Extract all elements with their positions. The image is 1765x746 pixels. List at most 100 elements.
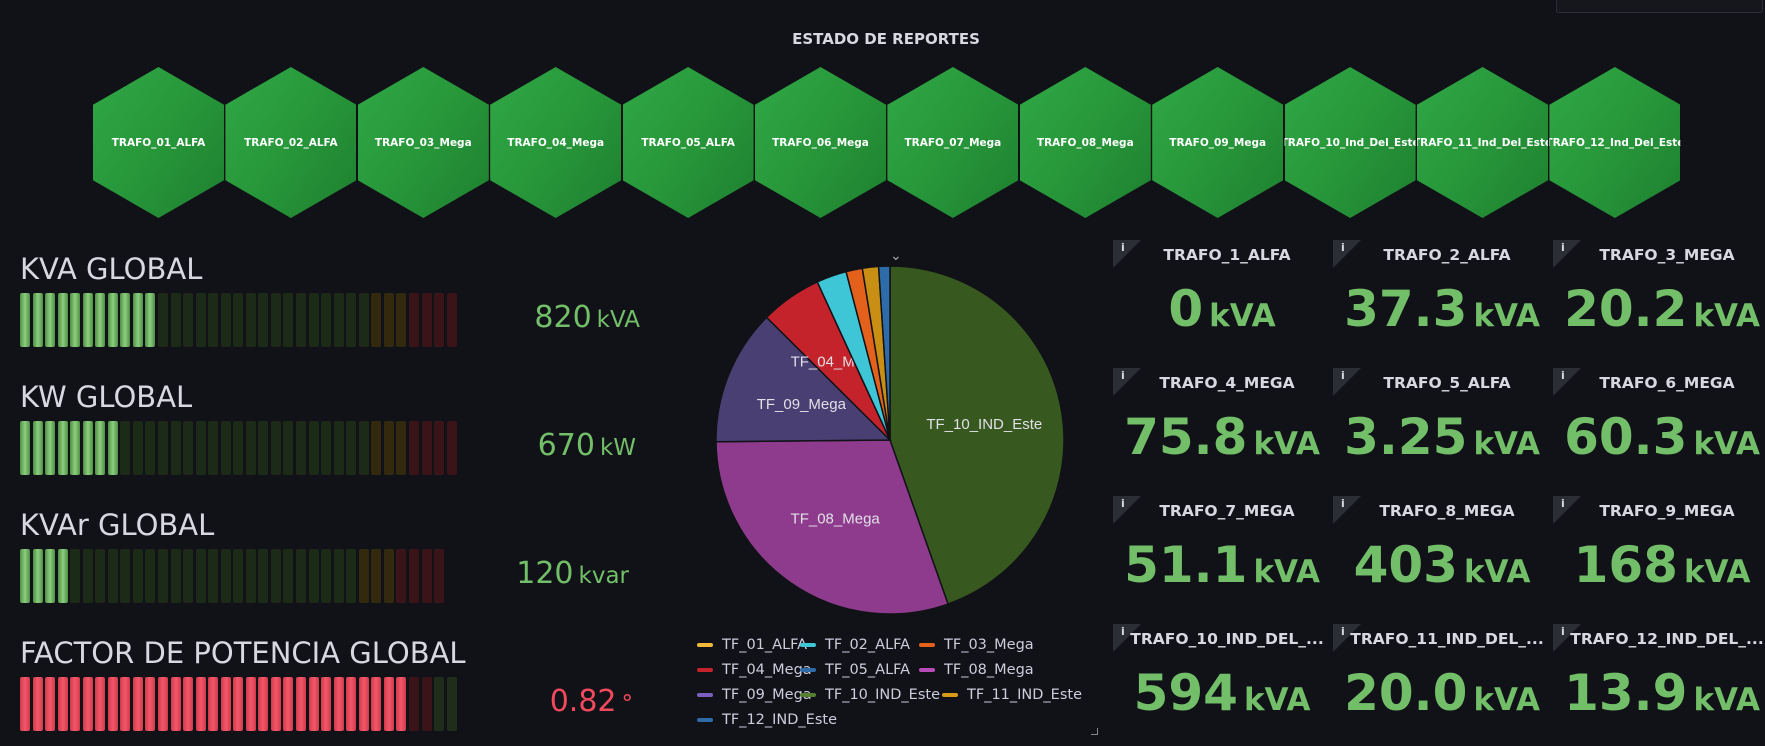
top-right-control[interactable]: [1556, 0, 1763, 13]
info-corner[interactable]: [1113, 624, 1141, 652]
stat-tile[interactable]: i TRAFO_6_MEGA 60.3 kVA: [1553, 368, 1765, 490]
hexagon-status[interactable]: TRAFO_03_Mega: [357, 67, 489, 218]
info-corner[interactable]: [1333, 624, 1361, 652]
stat-title: TRAFO_11_IND_DEL_...: [1350, 630, 1544, 648]
gauge-segment: [396, 549, 407, 603]
hexagon-status[interactable]: TRAFO_07_Mega: [887, 67, 1019, 218]
gauge-segment: [233, 421, 244, 475]
hexagon-status[interactable]: TRAFO_08_Mega: [1019, 67, 1151, 218]
info-icon[interactable]: i: [1121, 625, 1125, 638]
stat-tile[interactable]: i TRAFO_8_MEGA 403 kVA: [1333, 496, 1551, 618]
gauge-segment: [346, 421, 357, 475]
gauge-segment: [383, 421, 394, 475]
gauge-segment: [120, 421, 131, 475]
legend-item[interactable]: TF_12_IND_Este: [697, 712, 837, 728]
hexagon-label: TRAFO_07_Mega: [904, 136, 1002, 149]
info-corner[interactable]: [1333, 368, 1361, 396]
legend-item[interactable]: TF_11_IND_Este: [942, 687, 1082, 703]
pie-slice[interactable]: [715, 439, 949, 615]
gauge-segment: [421, 677, 432, 731]
gauge-value-unit: °: [621, 691, 634, 717]
hexagon-status[interactable]: TRAFO_06_Mega: [755, 67, 886, 218]
info-corner[interactable]: [1333, 496, 1361, 524]
info-icon[interactable]: i: [1121, 369, 1125, 382]
legend-item[interactable]: TF_03_Mega: [919, 637, 1034, 653]
hexagon-status[interactable]: TRAFO_09_Mega: [1152, 67, 1284, 218]
legend-item[interactable]: TF_08_Mega: [919, 662, 1034, 678]
gauge-segment: [434, 293, 445, 347]
info-corner[interactable]: [1333, 240, 1361, 268]
hexagon-status[interactable]: TRAFO_12_Ind_Del_Este: [1549, 67, 1681, 218]
hexagon-status[interactable]: TRAFO_11_Ind_Del_Este: [1417, 67, 1548, 218]
info-corner[interactable]: [1553, 368, 1581, 396]
hexagon-status[interactable]: TRAFO_05_ALFA: [622, 67, 754, 218]
stat-tile[interactable]: i TRAFO_3_MEGA 20.2 kVA: [1553, 240, 1765, 362]
legend-item[interactable]: TF_09_Mega: [697, 687, 812, 703]
stat-value-unit: kVA: [1693, 682, 1760, 718]
info-icon[interactable]: i: [1341, 497, 1345, 510]
info-icon[interactable]: i: [1121, 497, 1125, 510]
gauge-segment: [358, 677, 369, 731]
stat-tile[interactable]: i TRAFO_11_IND_DEL_... 20.0 kVA: [1333, 624, 1551, 746]
gauge-segment: [195, 293, 206, 347]
info-corner[interactable]: [1113, 240, 1141, 268]
gauge-segment: [308, 677, 319, 731]
gauge-segment: [183, 293, 194, 347]
chevron-down-icon[interactable]: ⌄: [890, 248, 902, 264]
info-icon[interactable]: i: [1561, 369, 1565, 382]
stat-tile[interactable]: i TRAFO_5_ALFA 3.25 kVA: [1333, 368, 1551, 490]
stat-value-unit: kVA: [1253, 554, 1320, 590]
gauge-segment: [20, 549, 30, 603]
info-icon[interactable]: i: [1341, 625, 1345, 638]
info-corner[interactable]: [1113, 496, 1141, 524]
legend-item[interactable]: TF_10_IND_Este: [800, 687, 940, 703]
info-corner[interactable]: [1113, 368, 1141, 396]
hexagon-status[interactable]: TRAFO_01_ALFA: [93, 67, 224, 218]
stat-tile[interactable]: i TRAFO_10_IND_DEL_... 594 kVA: [1113, 624, 1331, 746]
gauge-segment: [170, 293, 181, 347]
hexagon-label: TRAFO_03_Mega: [374, 136, 472, 149]
info-icon[interactable]: i: [1121, 241, 1125, 254]
info-icon[interactable]: i: [1341, 241, 1345, 254]
stat-title: TRAFO_5_ALFA: [1383, 374, 1511, 392]
info-icon[interactable]: i: [1561, 241, 1565, 254]
gauge-segment: [346, 549, 357, 603]
stat-tile[interactable]: i TRAFO_9_MEGA 168 kVA: [1553, 496, 1765, 618]
gauge-segment: [358, 421, 369, 475]
hexagon-status[interactable]: TRAFO_02_ALFA: [225, 67, 357, 218]
gauge-segment: [270, 421, 281, 475]
info-corner[interactable]: [1553, 496, 1581, 524]
info-icon[interactable]: i: [1341, 369, 1345, 382]
hexagon-label: TRAFO_12_Ind_Del_Este: [1545, 136, 1685, 149]
legend-item[interactable]: TF_01_ALFA: [697, 637, 807, 653]
stat-tile[interactable]: i TRAFO_7_MEGA 51.1 kVA: [1113, 496, 1331, 618]
info-icon[interactable]: i: [1561, 625, 1565, 638]
stat-tile[interactable]: i TRAFO_12_IND_DEL_... 13.9 kVA: [1553, 624, 1765, 746]
gauge-segment: [145, 677, 156, 731]
stat-value: 60.3 kVA: [1553, 408, 1765, 466]
legend-item[interactable]: TF_02_ALFA: [800, 637, 910, 653]
legend-swatch: [942, 693, 958, 697]
info-corner[interactable]: [1553, 624, 1581, 652]
hexagon-label: TRAFO_01_ALFA: [111, 136, 206, 149]
stat-tile[interactable]: i TRAFO_1_ALFA 0 kVA: [1113, 240, 1331, 362]
info-icon[interactable]: i: [1561, 497, 1565, 510]
hexagon-status[interactable]: TRAFO_10_Ind_Del_Este: [1284, 67, 1416, 218]
stat-value-unit: kVA: [1209, 298, 1276, 334]
pie-slice[interactable]: [889, 265, 1065, 605]
legend-swatch: [800, 643, 816, 647]
stat-value-number: 60.3: [1564, 408, 1688, 466]
stat-tile[interactable]: i TRAFO_4_MEGA 75.8 kVA: [1113, 368, 1331, 490]
legend-item[interactable]: TF_04_Mega: [697, 662, 812, 678]
pie-slice[interactable]: [715, 316, 892, 443]
hexagon-status[interactable]: TRAFO_04_Mega: [490, 67, 622, 218]
resize-handle[interactable]: [1091, 728, 1098, 735]
stat-tile[interactable]: i TRAFO_2_ALFA 37.3 kVA: [1333, 240, 1551, 362]
pie-slice[interactable]: [877, 265, 891, 441]
gauge-segment: [95, 677, 106, 731]
legend-item[interactable]: TF_05_ALFA: [800, 662, 910, 678]
info-corner[interactable]: [1553, 240, 1581, 268]
gauge-segment: [220, 293, 231, 347]
stat-value-number: 3.25: [1344, 408, 1468, 466]
gauge-segment: [333, 549, 344, 603]
